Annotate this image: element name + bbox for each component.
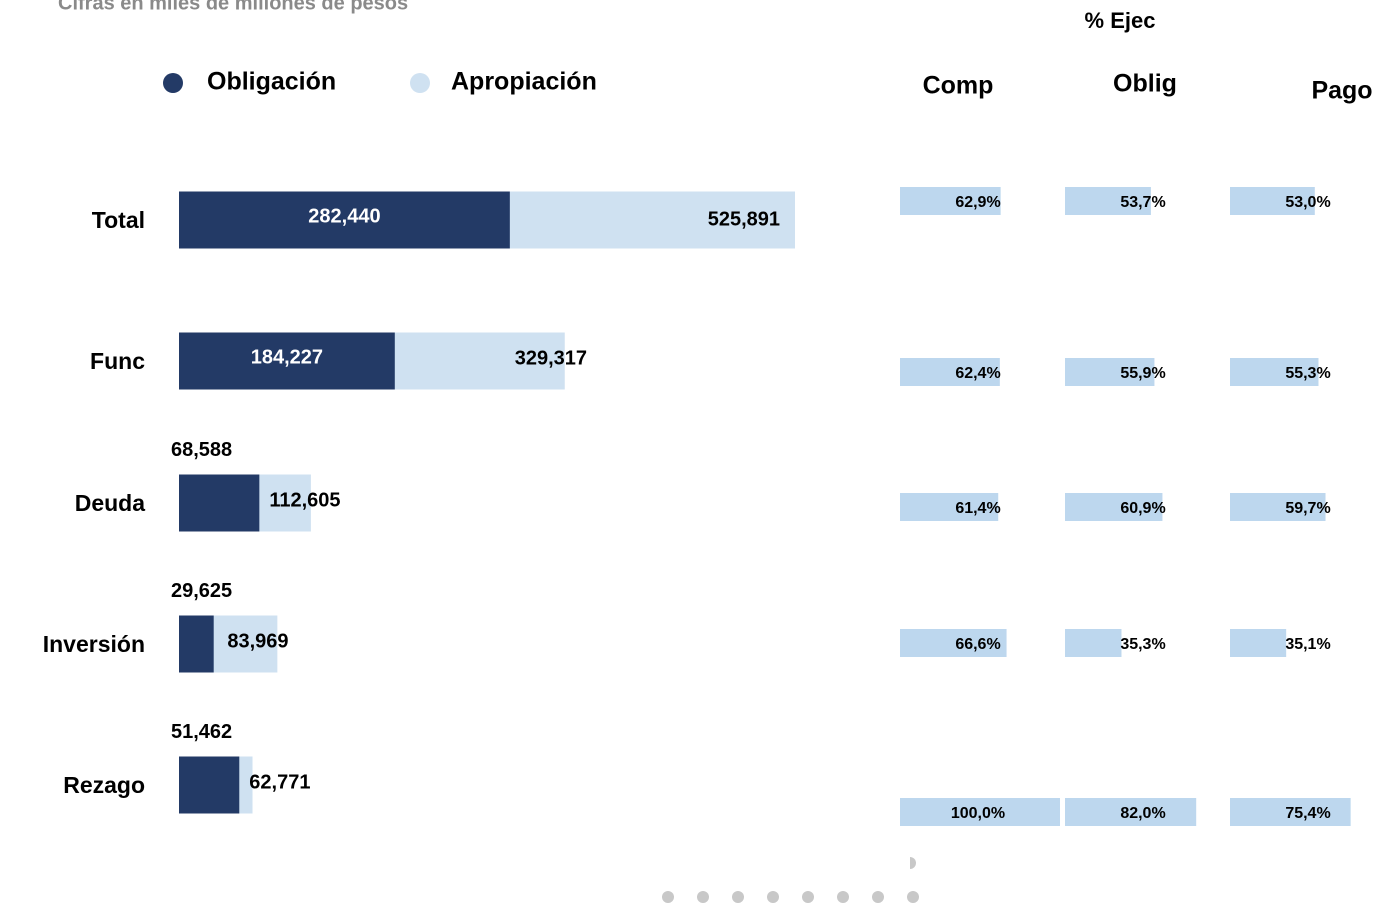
chart-title: Cifras en miles de millones de pesos [58, 0, 408, 14]
category-label: Rezago [63, 772, 145, 798]
pct-label: 62,4% [955, 365, 1000, 382]
category-label: Deuda [75, 490, 146, 516]
pct-label: 60,9% [1120, 500, 1165, 517]
data-label: 329,317 [515, 347, 587, 369]
pct-bar [900, 798, 1060, 826]
legend-marker [163, 73, 183, 93]
data-label: 525,891 [708, 208, 780, 230]
bar [179, 615, 214, 673]
pct-label: 53,7% [1120, 194, 1165, 211]
pct-bar [900, 358, 1000, 386]
data-label: 29,625 [171, 580, 232, 602]
pct-bar [900, 493, 999, 521]
pct-bar [1230, 493, 1326, 521]
pct-bar [1230, 358, 1319, 386]
legend-label: Apropiación [451, 68, 597, 96]
pct-bar [900, 629, 1007, 657]
data-label: 184,227 [251, 346, 323, 368]
bar [179, 474, 260, 532]
pct-label: 66,6% [955, 636, 1000, 653]
pct-bar [1230, 798, 1351, 826]
pct-label: 100,0% [951, 805, 1005, 822]
table-title: % Ejec [1085, 8, 1156, 33]
column-header: Oblig [1113, 70, 1177, 98]
pct-label: 55,3% [1285, 365, 1330, 382]
category-label: Func [90, 348, 145, 374]
pct-label: 62,9% [955, 194, 1000, 211]
pct-label: 75,4% [1285, 805, 1330, 822]
data-label: 282,440 [308, 205, 380, 227]
category-label: Total [92, 207, 145, 233]
pct-label: 61,4% [955, 500, 1000, 517]
pct-label: 35,1% [1285, 636, 1330, 653]
data-label: 51,462 [171, 721, 232, 743]
data-label: 83,969 [227, 630, 288, 652]
data-label: 112,605 [269, 489, 340, 511]
pct-bar [1065, 798, 1197, 826]
bar [179, 191, 510, 249]
pct-label: 82,0% [1120, 805, 1165, 822]
legend-marker [410, 73, 430, 93]
bar [179, 756, 240, 814]
pct-label: 35,3% [1120, 636, 1165, 653]
bar [179, 332, 395, 390]
pct-bar [900, 187, 1001, 215]
decor-dots [662, 857, 919, 903]
pct-label: 55,9% [1120, 365, 1165, 382]
legend-label: Obligación [207, 68, 336, 96]
category-label: Inversión [43, 631, 145, 657]
pct-bar [1065, 187, 1151, 215]
data-label: 62,771 [249, 771, 310, 793]
data-label: 68,588 [171, 439, 232, 461]
pct-bar [1065, 493, 1163, 521]
pct-bar [1230, 629, 1287, 657]
column-header: Comp [923, 72, 994, 100]
pct-bar [1065, 358, 1155, 386]
pct-bar [1230, 187, 1315, 215]
pct-bar [1065, 629, 1122, 657]
column-header: Pago [1311, 77, 1372, 105]
pct-label: 53,0% [1285, 194, 1330, 211]
pct-label: 59,7% [1285, 500, 1330, 517]
